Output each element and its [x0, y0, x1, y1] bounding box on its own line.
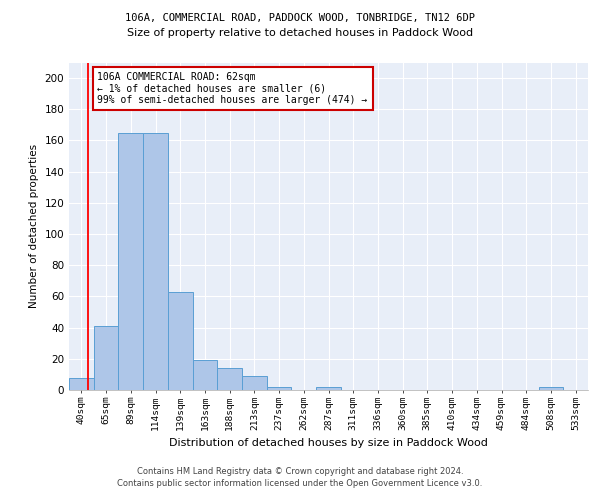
Bar: [143, 132, 168, 390]
Bar: [118, 132, 143, 390]
Bar: [168, 292, 193, 390]
Bar: [217, 368, 242, 390]
Bar: [94, 326, 118, 390]
Bar: [69, 378, 94, 390]
Y-axis label: Number of detached properties: Number of detached properties: [29, 144, 39, 308]
Text: 106A, COMMERCIAL ROAD, PADDOCK WOOD, TONBRIDGE, TN12 6DP: 106A, COMMERCIAL ROAD, PADDOCK WOOD, TON…: [125, 12, 475, 22]
Text: Contains HM Land Registry data © Crown copyright and database right 2024.
Contai: Contains HM Land Registry data © Crown c…: [118, 466, 482, 487]
Bar: [539, 387, 563, 390]
Bar: [267, 387, 292, 390]
Text: Size of property relative to detached houses in Paddock Wood: Size of property relative to detached ho…: [127, 28, 473, 38]
Text: 106A COMMERCIAL ROAD: 62sqm
← 1% of detached houses are smaller (6)
99% of semi-: 106A COMMERCIAL ROAD: 62sqm ← 1% of deta…: [97, 72, 368, 105]
Bar: [193, 360, 217, 390]
X-axis label: Distribution of detached houses by size in Paddock Wood: Distribution of detached houses by size …: [169, 438, 488, 448]
Bar: [242, 376, 267, 390]
Bar: [316, 387, 341, 390]
